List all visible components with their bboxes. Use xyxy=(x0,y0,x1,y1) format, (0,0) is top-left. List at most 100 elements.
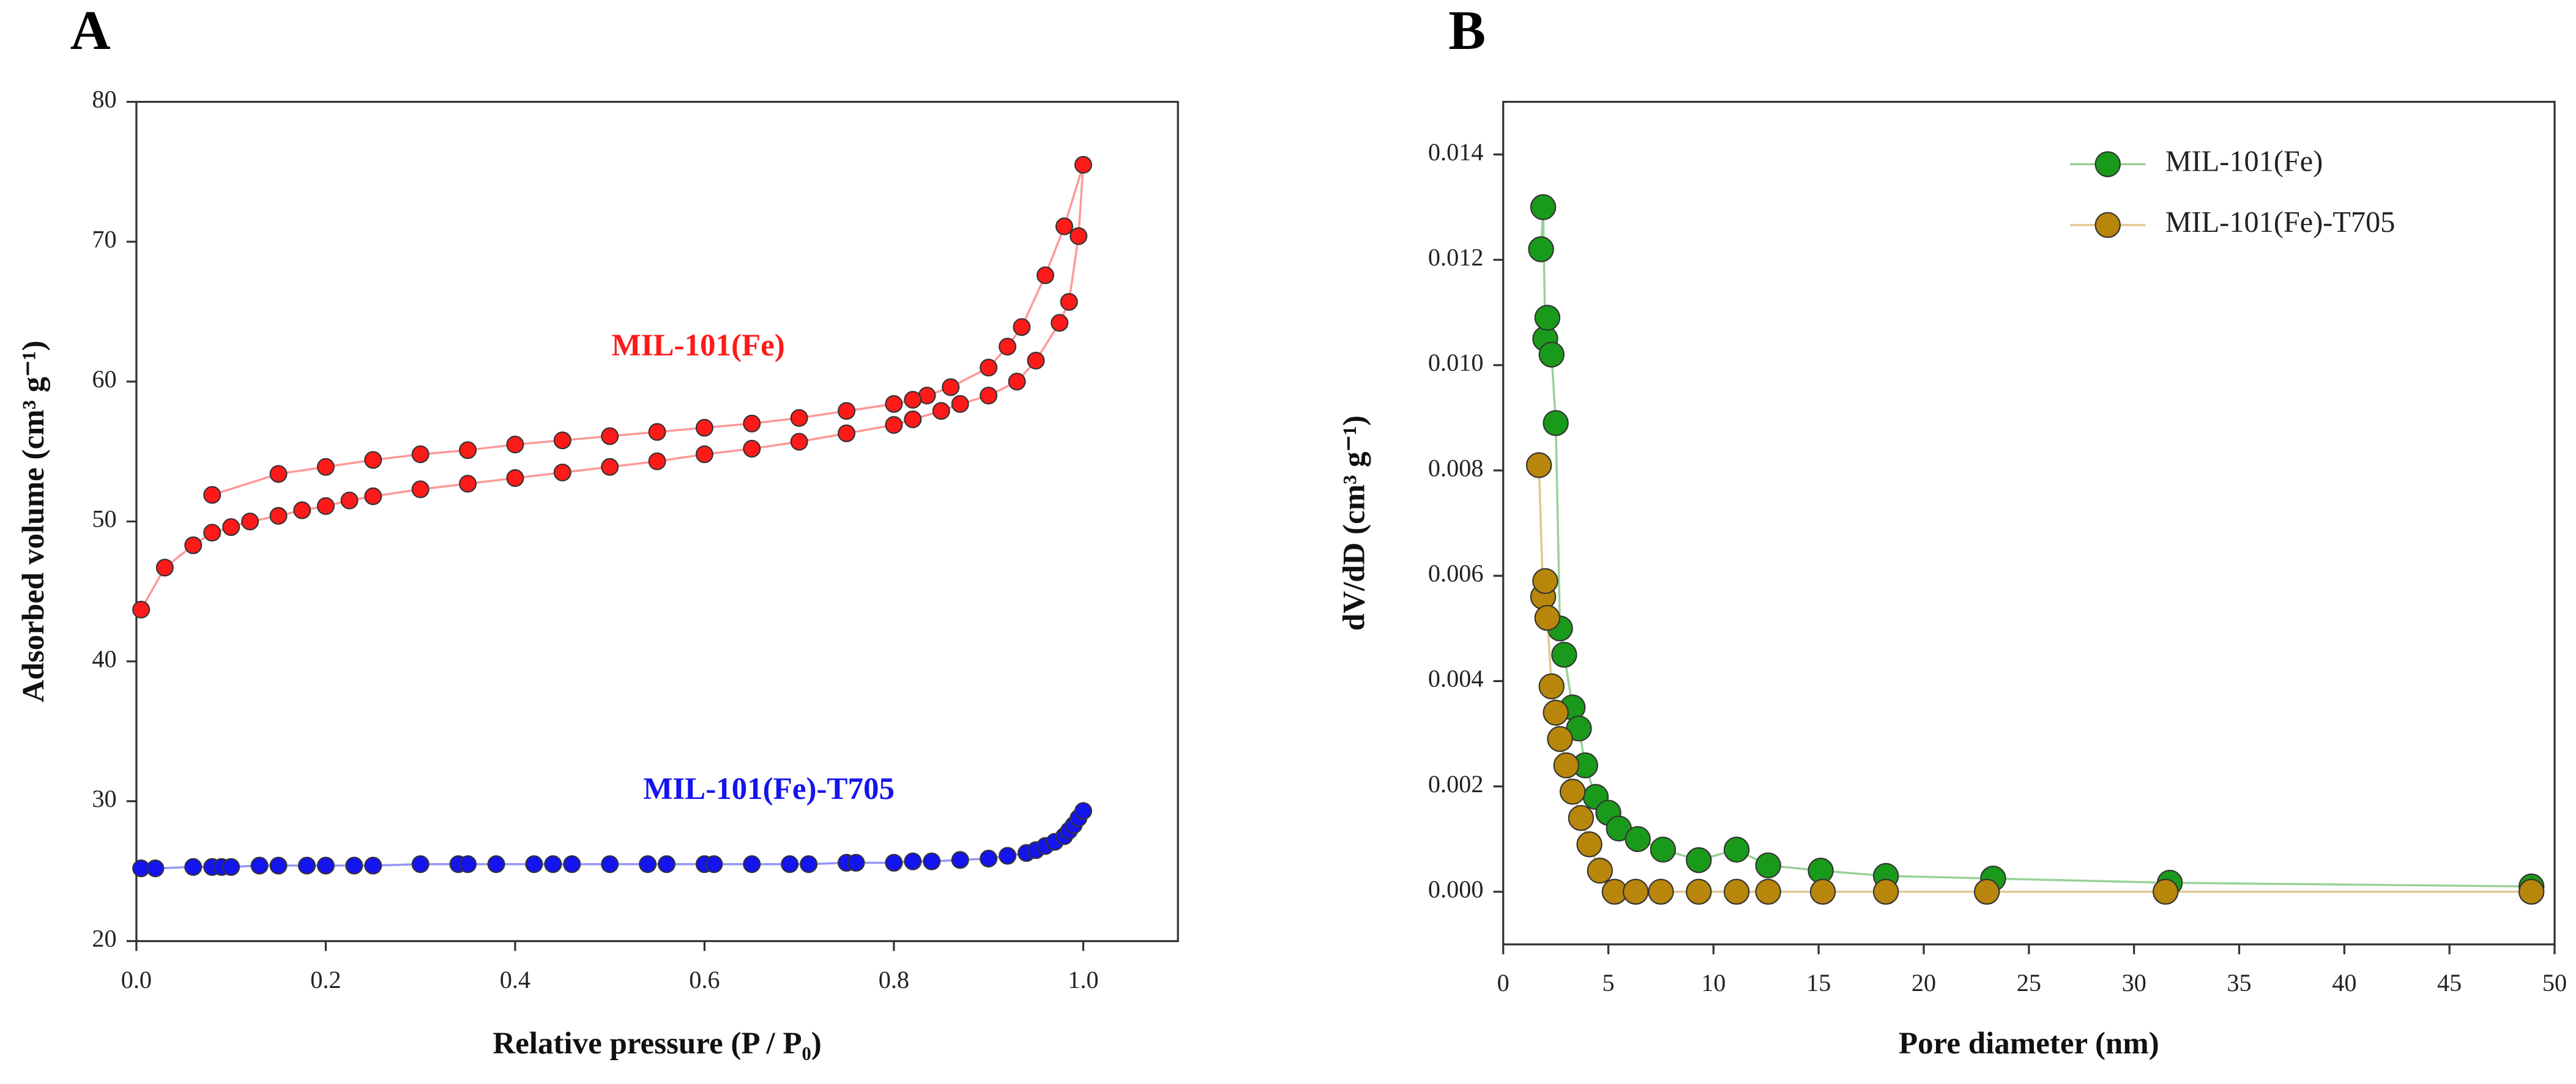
data-point xyxy=(951,851,969,869)
data-point xyxy=(800,855,818,874)
x-tick-label: 0.6 xyxy=(689,966,720,993)
x-tick-label: 0 xyxy=(1497,969,1509,997)
y-tick-label: 80 xyxy=(92,86,116,113)
data-point xyxy=(904,852,922,871)
data-point xyxy=(250,856,269,875)
data-point xyxy=(932,402,950,420)
data-point xyxy=(1809,878,1836,905)
data-point xyxy=(1013,318,1031,336)
data-point xyxy=(1538,341,1565,368)
data-point xyxy=(1532,568,1558,595)
x-tick-label: 0.2 xyxy=(310,966,341,993)
data-point xyxy=(885,416,903,434)
data-point xyxy=(885,395,903,413)
data-point xyxy=(1051,314,1069,332)
data-point xyxy=(1055,217,1073,236)
y-tick-label: 0.000 xyxy=(1428,875,1484,903)
y-tick-label: 0.012 xyxy=(1428,243,1484,271)
data-point xyxy=(648,452,666,470)
data-point xyxy=(838,402,856,420)
data-point xyxy=(639,855,657,874)
data-point xyxy=(459,475,477,493)
x-tick-label: 1.0 xyxy=(1068,966,1098,993)
x-tick-label: 0.4 xyxy=(500,966,530,993)
data-point xyxy=(781,855,799,874)
data-point xyxy=(269,465,288,483)
y-tick-label: 0.008 xyxy=(1428,454,1484,481)
series-annotation: MIL-101(Fe) xyxy=(612,329,785,363)
data-point xyxy=(1547,726,1573,752)
data-point xyxy=(1576,831,1603,858)
data-point xyxy=(1686,847,1712,874)
data-point xyxy=(980,358,998,377)
y-tick-label: 30 xyxy=(92,785,116,812)
y-tick-label: 0.006 xyxy=(1428,559,1484,587)
data-point xyxy=(1074,155,1092,174)
panel-label: B xyxy=(1448,0,1486,61)
data-point xyxy=(364,487,382,505)
data-point xyxy=(364,856,382,875)
data-point xyxy=(1872,878,1899,905)
legend-marker xyxy=(2094,151,2121,177)
data-point xyxy=(1525,452,1552,478)
data-point xyxy=(790,409,808,427)
y-tick-label: 0.010 xyxy=(1428,349,1484,376)
data-point xyxy=(1723,878,1750,905)
data-point xyxy=(847,853,865,872)
data-point xyxy=(980,850,998,868)
data-point xyxy=(1036,266,1054,284)
data-point xyxy=(340,491,359,510)
data-point xyxy=(1530,194,1557,220)
x-tick-label: 5 xyxy=(1602,969,1614,997)
data-point xyxy=(2153,878,2179,905)
data-point xyxy=(1538,673,1565,700)
data-point xyxy=(155,559,174,577)
data-point xyxy=(1008,373,1026,391)
x-tick-label: 20 xyxy=(1912,969,1936,997)
data-point xyxy=(601,427,619,445)
legend-marker xyxy=(2094,212,2121,239)
data-point xyxy=(923,852,941,871)
x-tick-label: 40 xyxy=(2332,969,2356,997)
data-point xyxy=(1551,642,1577,668)
data-point xyxy=(1723,836,1750,863)
data-point xyxy=(146,859,165,878)
data-point xyxy=(1587,858,1614,884)
data-point xyxy=(506,436,524,454)
data-point xyxy=(1070,227,1088,245)
y-tick-label: 60 xyxy=(92,365,116,393)
data-point xyxy=(1625,826,1651,852)
y-tick-label: 40 xyxy=(92,645,116,672)
x-tick-label: 0.8 xyxy=(879,966,909,993)
data-point xyxy=(1559,778,1586,805)
data-point xyxy=(222,858,240,876)
data-point xyxy=(838,424,856,442)
data-point xyxy=(648,423,666,441)
data-point xyxy=(1650,836,1677,863)
data-point xyxy=(269,507,288,525)
y-tick-label: 70 xyxy=(92,225,116,253)
data-point xyxy=(1686,878,1712,905)
x-tick-label: 30 xyxy=(2122,969,2146,997)
data-point xyxy=(553,463,571,481)
data-point xyxy=(980,387,998,405)
x-tick-label: 15 xyxy=(1806,969,1831,997)
data-point xyxy=(487,855,505,874)
y-axis-title: dV/dD (cm³ g⁻¹) xyxy=(1337,415,1371,631)
data-point xyxy=(904,410,922,429)
data-point xyxy=(1755,852,1781,878)
data-point xyxy=(743,414,761,432)
data-point xyxy=(1755,878,1781,905)
data-point xyxy=(601,458,619,476)
data-point xyxy=(241,512,259,530)
data-point xyxy=(951,395,969,413)
data-point xyxy=(525,855,543,874)
data-point xyxy=(1543,410,1569,436)
data-point xyxy=(269,856,288,875)
data-point xyxy=(411,855,430,874)
data-point xyxy=(2518,878,2545,905)
legend-label: MIL-101(Fe)-T705 xyxy=(2165,206,2395,239)
data-point xyxy=(411,445,430,464)
data-point xyxy=(345,856,363,875)
data-point xyxy=(657,855,676,874)
